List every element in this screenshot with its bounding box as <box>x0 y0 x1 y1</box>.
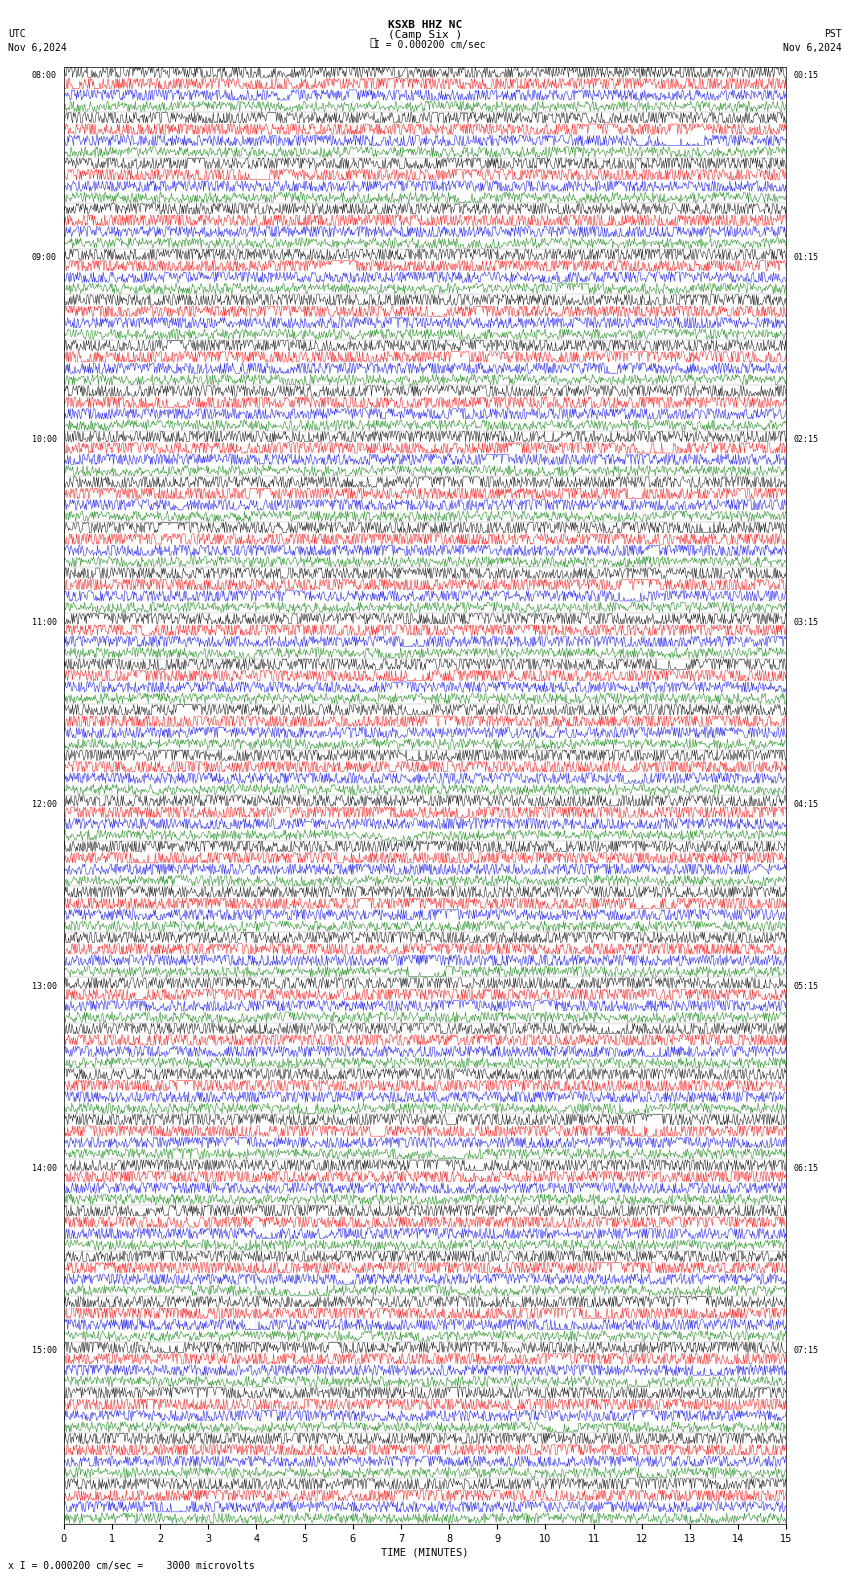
Text: 01:15: 01:15 <box>794 253 819 263</box>
Text: UTC
Nov 6,2024: UTC Nov 6,2024 <box>8 29 67 52</box>
Text: 02:15: 02:15 <box>794 436 819 445</box>
Text: 09:00: 09:00 <box>31 253 56 263</box>
Text: 06:15: 06:15 <box>794 1164 819 1174</box>
Text: 05:15: 05:15 <box>794 982 819 992</box>
Text: I = 0.000200 cm/sec: I = 0.000200 cm/sec <box>374 40 485 51</box>
Text: 00:15: 00:15 <box>794 71 819 81</box>
Text: 15:00: 15:00 <box>31 1346 56 1356</box>
Text: 04:15: 04:15 <box>794 800 819 809</box>
Text: 08:00: 08:00 <box>31 71 56 81</box>
Text: 03:15: 03:15 <box>794 618 819 627</box>
Text: (Camp Six ): (Camp Six ) <box>388 30 462 40</box>
Text: 10:00: 10:00 <box>31 436 56 445</box>
Text: x I = 0.000200 cm/sec =    3000 microvolts: x I = 0.000200 cm/sec = 3000 microvolts <box>8 1562 255 1571</box>
Text: 13:00: 13:00 <box>31 982 56 992</box>
Text: KSXB HHZ NC: KSXB HHZ NC <box>388 19 462 30</box>
Text: ⎴: ⎴ <box>370 38 377 48</box>
Text: PST
Nov 6,2024: PST Nov 6,2024 <box>783 29 842 52</box>
Text: 07:15: 07:15 <box>794 1346 819 1356</box>
Text: 12:00: 12:00 <box>31 800 56 809</box>
Text: 14:00: 14:00 <box>31 1164 56 1174</box>
Text: 11:00: 11:00 <box>31 618 56 627</box>
X-axis label: TIME (MINUTES): TIME (MINUTES) <box>382 1548 468 1557</box>
